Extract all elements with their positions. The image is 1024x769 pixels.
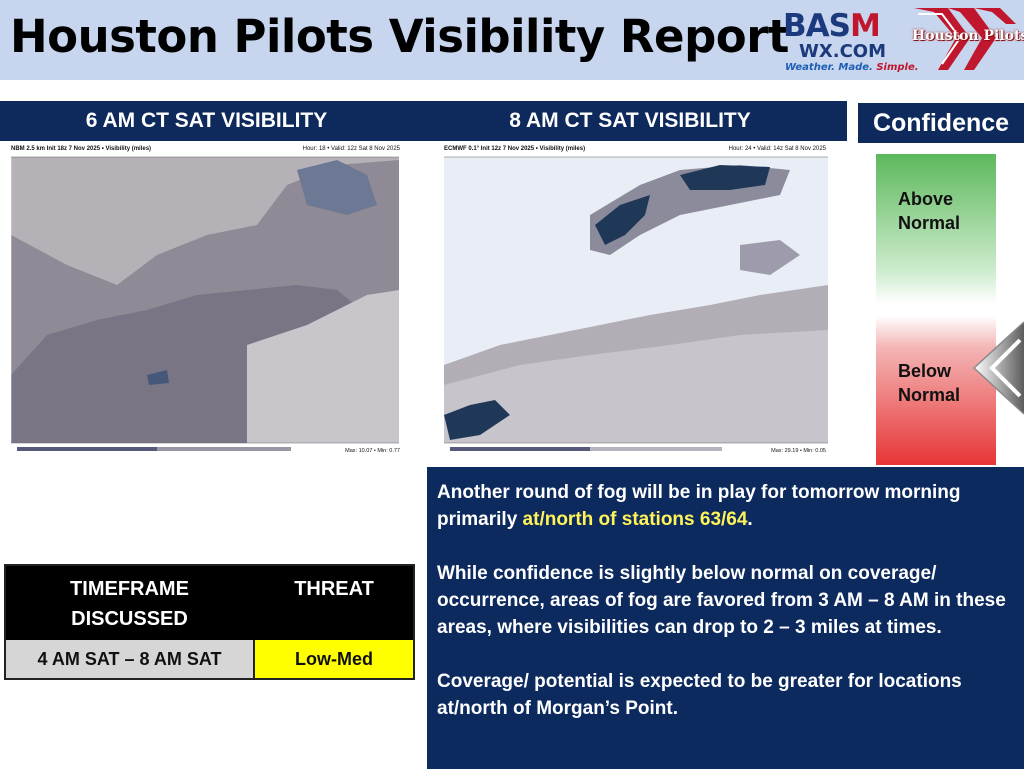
confidence-below-normal-label: Below Normal xyxy=(898,359,960,407)
nbm-map-header: NBM 2.5 km Init 18z 7 Nov 2025 • Visibil… xyxy=(11,146,152,152)
page-title: Houston Pilots Visibility Report xyxy=(10,10,789,63)
panel-heading-6am: 6 AM CT SAT VISIBILITY xyxy=(0,101,413,141)
basm-logo-tagline-simple: Simple. xyxy=(876,62,919,73)
ecmwf-map-graphic xyxy=(444,156,828,451)
discussion-paragraph-3: Coverage/ potential is expected to be gr… xyxy=(437,671,962,719)
threat-table: TIMEFRAME DISCUSSED THREAT 4 AM SAT – 8 … xyxy=(4,564,415,680)
nbm-map-max-min: Max: 10.07 • Min: 0.77 xyxy=(345,448,400,454)
discussion-panel: Another round of fog will be in play for… xyxy=(427,467,1024,769)
basm-logo-m: M xyxy=(849,8,881,44)
basm-logo-site: WX.COM xyxy=(799,41,886,62)
nbm-visibility-map: NBM 2.5 km Init 18z 7 Nov 2025 • Visibil… xyxy=(7,145,406,457)
title-bar: Houston Pilots Visibility Report BASM WX… xyxy=(0,0,1024,80)
ecmwf-visibility-map: ECMWF 0.1° Init 12z 7 Nov 2025 • Visibil… xyxy=(440,145,832,457)
discussion-paragraph-1: Another round of fog will be in play for… xyxy=(437,482,961,530)
threat-table-header xyxy=(6,566,413,640)
confidence-above-normal-label: Above Normal xyxy=(898,187,960,235)
timeframe-header: TIMEFRAME DISCUSSED xyxy=(70,578,189,630)
panel-heading-8am: 8 AM CT SAT VISIBILITY xyxy=(413,101,847,141)
ecmwf-map-max-min: Max: 29.19 • Min: 0.05 xyxy=(771,448,826,454)
threat-level-value: Low-Med xyxy=(255,640,413,678)
houston-pilots-logo-text: Houston Pilots xyxy=(912,28,1024,44)
confidence-gradient-bar xyxy=(876,154,996,465)
discussion-paragraph-2: While confidence is slightly below norma… xyxy=(437,563,1006,638)
confidence-below-word: Below xyxy=(898,361,952,381)
basm-logo-word: BAS xyxy=(783,8,851,44)
nbm-map-graphic xyxy=(10,156,399,451)
threat-header: THREAT xyxy=(294,578,374,600)
ecmwf-map-header: ECMWF 0.1° Init 12z 7 Nov 2025 • Visibil… xyxy=(444,146,586,152)
confidence-above-word: Above xyxy=(898,189,954,209)
basm-logo: BASM WX.COM Weather. Made. Simple. xyxy=(783,8,919,74)
timeframe-value: 4 AM SAT – 8 AM SAT xyxy=(6,640,255,678)
confidence-above-normal-word: Normal xyxy=(898,213,961,233)
ecmwf-map-valid-time: Hour: 24 • Valid: 14z Sat 8 Nov 2025 xyxy=(728,146,826,152)
confidence-below-normal-word: Normal xyxy=(898,385,961,405)
confidence-heading: Confidence xyxy=(858,103,1024,143)
houston-pilots-logo: Houston Pilots xyxy=(908,4,1024,74)
houston-pilots-emblem-icon xyxy=(914,8,1016,70)
nbm-map-valid-time: Hour: 18 • Valid: 12z Sat 8 Nov 2025 xyxy=(302,146,400,152)
stations-highlight: at/north of stations 63/64 xyxy=(522,509,748,530)
chevron-left-icon xyxy=(972,321,1024,415)
basm-logo-tagline: Weather. Made. xyxy=(785,62,873,73)
